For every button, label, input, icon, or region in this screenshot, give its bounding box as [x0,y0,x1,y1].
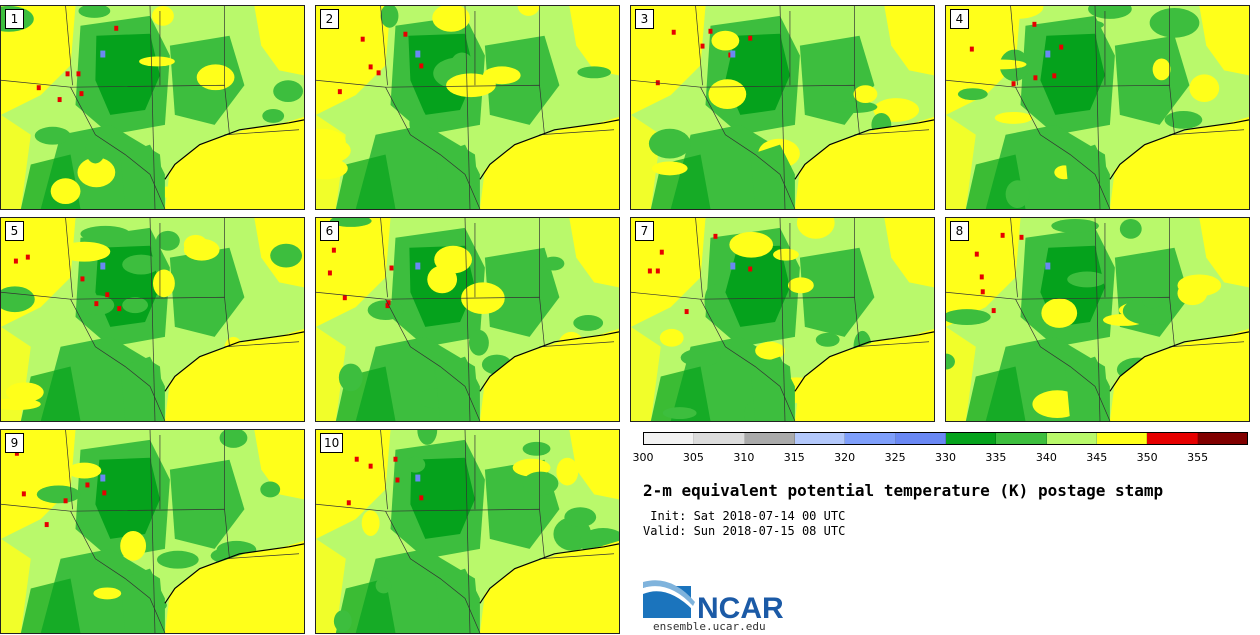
colorbar-segment [895,433,946,444]
colorbar-tick-label: 355 [1187,451,1209,464]
member-map-3: 3 [630,5,935,210]
colorbar-tick-label: 350 [1136,451,1158,464]
member-number: 7 [635,221,654,241]
member-number: 3 [635,9,654,29]
ncar-logo: NCAR [643,580,784,624]
colorbar-tick-label: 305 [682,451,704,464]
colorbar-tick-label: 315 [783,451,805,464]
colorbar-tick-label: 310 [733,451,755,464]
colorbar-tick-label: 335 [985,451,1007,464]
member-map-6: 6 [315,217,620,422]
colorbar-segment [644,433,695,444]
colorbar-tick-label: 300 [632,451,654,464]
logo-text: NCAR [697,592,784,624]
member-number: 2 [320,9,339,29]
member-map-7: 7 [630,217,935,422]
member-map-9: 9 [0,429,305,634]
colorbar-segment [744,433,795,444]
colorbar-segment [1147,433,1198,444]
colorbar-tick-label: 330 [935,451,956,464]
member-map-10: 10 [315,429,620,634]
colorbar-segment [1046,433,1097,444]
colorbar-segment [996,433,1047,444]
colorbar-tick-label: 320 [834,451,856,464]
colorbar-segment [1197,433,1247,444]
colorbar-segment [694,433,745,444]
colorbar-tick-label: 345 [1086,451,1108,464]
colorbar-segment [845,433,896,444]
colorbar-segment [1096,433,1148,444]
member-number: 9 [5,433,24,453]
member-map-4: 4 [945,5,1250,210]
member-map-2: 2 [315,5,620,210]
member-number: 6 [320,221,339,241]
member-map-8: 8 [945,217,1250,422]
init-time: Init: Sat 2018-07-14 00 UTC [643,509,846,523]
figure-title: 2-m equivalent potential temperature (K)… [643,481,1164,500]
member-number: 1 [5,9,24,29]
member-map-5: 5 [0,217,305,422]
colorbar-tick-label: 340 [1035,451,1057,464]
valid-time: Valid: Sun 2018-07-15 08 UTC [643,524,846,538]
colorbar [643,432,1248,445]
colorbar-ticks: 300 305 310 315 320 325 330 335 340 345 350 355 [633,451,1248,467]
site-url: ensemble.ucar.edu [653,620,766,633]
member-number: 10 [320,433,344,453]
member-number: 4 [950,9,969,29]
member-number: 8 [950,221,969,241]
ncar-swoosh-icon [643,580,695,618]
colorbar-segment [945,433,997,444]
colorbar-segment [794,433,846,444]
member-number: 5 [5,221,24,241]
colorbar-tick-label: 325 [884,451,906,464]
member-map-1: 1 [0,5,305,210]
